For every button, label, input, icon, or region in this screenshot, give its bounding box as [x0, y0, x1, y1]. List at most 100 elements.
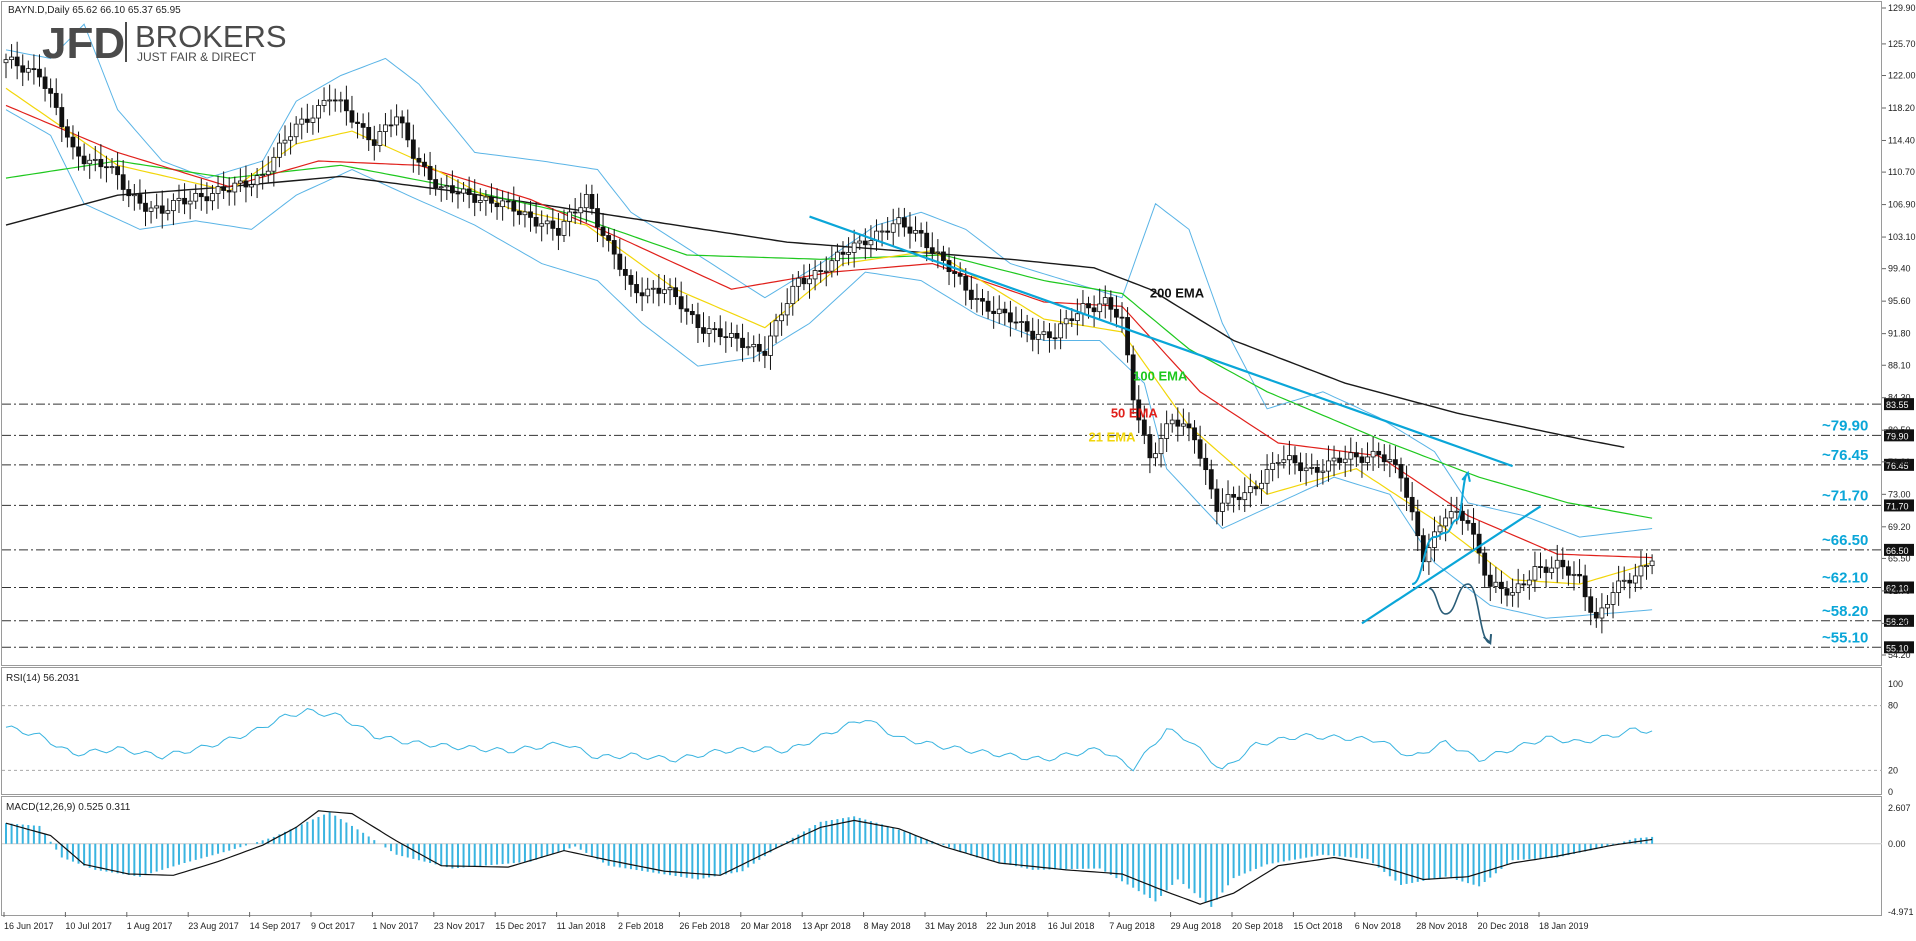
- candle-body: [1024, 321, 1030, 332]
- candle-body: [600, 226, 606, 236]
- candle: [533, 202, 539, 234]
- candle: [600, 212, 606, 248]
- candle-body: [1370, 450, 1376, 458]
- price-tick-label-14: 76.80: [1888, 457, 1911, 467]
- candle-body: [706, 328, 712, 334]
- candle: [1432, 516, 1437, 562]
- candle-body: [1532, 566, 1538, 581]
- candle: [913, 216, 918, 242]
- level-badge-2: 76.45: [1884, 458, 1914, 471]
- ema50-line: [5, 104, 1653, 559]
- candle-body: [1482, 552, 1488, 576]
- candle: [477, 188, 483, 212]
- price-tick-label-15: 73.00: [1888, 489, 1911, 499]
- candle: [399, 110, 405, 139]
- candle-body: [422, 161, 427, 167]
- price-tick-label-20: 54.20: [1888, 650, 1911, 660]
- candle-body: [622, 269, 628, 276]
- candle-body: [957, 273, 963, 277]
- candle: [9, 44, 14, 69]
- candle: [494, 188, 500, 220]
- candle: [282, 125, 288, 156]
- price-tick-label-1: 125.70: [1888, 39, 1916, 49]
- candle-body: [377, 131, 383, 146]
- macd-tick-label-0: 2.607: [1888, 803, 1911, 813]
- level-badge-6: 58.20: [1884, 614, 1914, 627]
- price-tick-label-6: 106.90: [1888, 200, 1916, 210]
- candle: [544, 214, 550, 235]
- candle-body: [1499, 581, 1504, 590]
- candle-body: [740, 337, 745, 348]
- candle: [1482, 546, 1488, 588]
- candle-body: [516, 210, 522, 216]
- rsi-tick-label-0: 100: [1888, 679, 1903, 689]
- candle-body: [991, 310, 997, 314]
- candle-body: [795, 277, 801, 287]
- candle: [1169, 413, 1175, 433]
- candle-body: [249, 184, 254, 188]
- candle-body: [901, 217, 907, 228]
- candle-body: [1074, 313, 1080, 322]
- rsi-line: [5, 708, 1653, 772]
- candle: [522, 203, 528, 228]
- candle-body: [1393, 459, 1398, 465]
- candle: [1526, 570, 1532, 600]
- candle-body: [1175, 419, 1181, 427]
- candle: [622, 256, 628, 291]
- candle-body: [1270, 462, 1276, 470]
- candle-body: [271, 156, 277, 172]
- candle: [48, 78, 54, 108]
- candle: [963, 268, 969, 306]
- level-badge-text-6: 58.20: [1886, 617, 1909, 627]
- candle: [924, 221, 930, 262]
- panel-frames: [1, 1, 1882, 916]
- candle: [293, 116, 299, 145]
- candle: [204, 182, 210, 214]
- x-tick-label-5: 9 Oct 2017: [311, 921, 355, 931]
- candle: [1376, 442, 1382, 468]
- candle: [1141, 405, 1147, 445]
- candle: [31, 54, 37, 85]
- candle: [1459, 502, 1465, 535]
- candle: [1180, 408, 1186, 436]
- level-badge-bg-4: [1884, 543, 1914, 556]
- candle-body: [1069, 318, 1075, 322]
- x-tick-label-14: 8 May 2018: [864, 921, 911, 931]
- candle-body: [528, 211, 533, 218]
- candle-body: [226, 190, 232, 193]
- candle-body: [701, 327, 706, 334]
- candle-body: [14, 56, 20, 67]
- candle: [572, 198, 578, 225]
- candle: [723, 321, 729, 353]
- candle: [1616, 565, 1622, 606]
- candle: [611, 228, 617, 270]
- x-tick-label-11: 26 Feb 2018: [679, 921, 730, 931]
- candle: [862, 228, 868, 260]
- price-tick-label-7: 103.10: [1888, 232, 1916, 242]
- macd-signal-line: [5, 810, 1653, 905]
- level-badge-text-4: 66.50: [1886, 546, 1909, 556]
- candle-body: [1158, 438, 1164, 455]
- candle-body: [556, 227, 561, 236]
- level-badge-text-7: 55.10: [1886, 643, 1909, 653]
- candle: [1554, 544, 1560, 583]
- candle: [1292, 446, 1298, 475]
- candle-body: [650, 287, 656, 290]
- bollinger-bands: [5, 23, 1653, 619]
- candle: [773, 313, 779, 344]
- candle-body: [801, 277, 807, 285]
- candle: [1387, 444, 1393, 478]
- candle-body: [1052, 337, 1058, 340]
- candle-body: [360, 123, 366, 128]
- candle: [137, 179, 143, 210]
- candle: [762, 336, 768, 369]
- candle-body: [1309, 466, 1315, 469]
- candle: [148, 200, 154, 224]
- macd-label: MACD(12,26,9) 0.525 0.311: [6, 802, 131, 813]
- candle: [673, 277, 678, 305]
- candle-body: [327, 99, 333, 102]
- macd-panel: 2.607 0.00 -4.971: [2, 803, 1914, 917]
- candle-body: [1582, 575, 1588, 598]
- price-tick-label-2: 122.00: [1888, 71, 1916, 81]
